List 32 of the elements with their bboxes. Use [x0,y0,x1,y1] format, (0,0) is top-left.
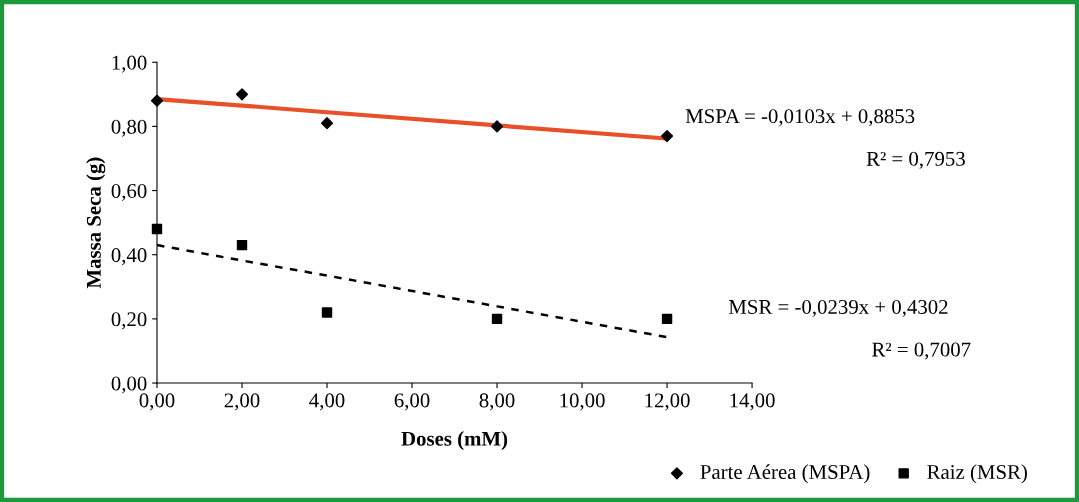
x-tick-label: 6,00 [394,393,430,411]
y-tick-label: 0,40 [111,248,147,266]
y-tick-label: 1,00 [112,55,147,73]
y-tick-label: 0,80 [111,119,147,137]
point [151,223,163,235]
x-tick-label: 14,00 [730,393,775,411]
point [320,117,334,130]
text: R² = 0,7953 [866,151,965,169]
x-tick-label: 8,00 [479,393,515,411]
x-tick-label: 12,00 [645,393,690,411]
x-axis-title: Doses (mM) [401,431,508,450]
legend-label: Raiz (MSR) [927,464,1027,484]
y-axis-title: Massa Seca (g) [86,157,106,289]
text: R² = 0,7007 [872,342,971,360]
point [236,239,248,251]
y-tick-label: 0,00 [111,376,147,394]
point [321,307,333,318]
x-tick-label: 2,00 [224,393,260,411]
point [660,129,674,143]
point [661,313,673,325]
point [235,88,249,101]
x-tick-label: 0,00 [139,393,175,411]
annotation: MSPA = -0,0103x + 0,8853 [685,109,915,127]
x-tick-label: 4,00 [309,393,345,411]
legend-label: Parte Aérea (MSPA) [700,464,870,484]
x-tick-label: 10,00 [560,393,605,411]
annotation: MSR = -0,0239x + 0,4302 [728,299,948,317]
y-tick-label: 0,20 [111,312,147,330]
point [150,94,164,107]
point [491,313,503,325]
y-tick-label: 0,60 [111,183,147,201]
point [490,120,504,133]
